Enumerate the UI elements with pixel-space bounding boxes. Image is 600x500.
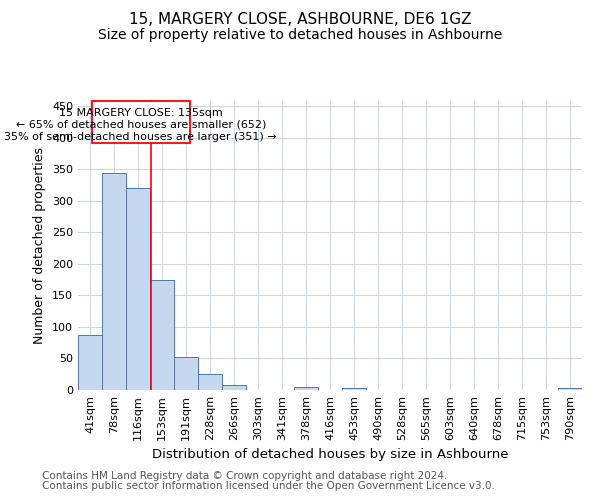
Text: ← 65% of detached houses are smaller (652): ← 65% of detached houses are smaller (65…	[16, 120, 266, 130]
Bar	[222, 385, 246, 390]
Bar	[342, 388, 366, 390]
Bar	[174, 357, 198, 390]
Bar	[102, 173, 126, 390]
Bar	[78, 334, 102, 390]
Text: 35% of semi-detached houses are larger (351) →: 35% of semi-detached houses are larger (…	[4, 132, 277, 142]
Text: 15, MARGERY CLOSE, ASHBOURNE, DE6 1GZ: 15, MARGERY CLOSE, ASHBOURNE, DE6 1GZ	[129, 12, 471, 28]
Y-axis label: Number of detached properties: Number of detached properties	[34, 146, 46, 344]
Bar	[198, 374, 222, 390]
Text: 15 MARGERY CLOSE: 135sqm: 15 MARGERY CLOSE: 135sqm	[59, 108, 223, 118]
Text: Contains public sector information licensed under the Open Government Licence v3: Contains public sector information licen…	[42, 481, 495, 491]
Bar	[92, 102, 190, 143]
Bar	[558, 388, 582, 390]
Bar	[150, 280, 174, 390]
Bar	[126, 188, 150, 390]
X-axis label: Distribution of detached houses by size in Ashbourne: Distribution of detached houses by size …	[152, 448, 508, 462]
Text: Size of property relative to detached houses in Ashbourne: Size of property relative to detached ho…	[98, 28, 502, 42]
Bar	[294, 387, 318, 390]
Text: Contains HM Land Registry data © Crown copyright and database right 2024.: Contains HM Land Registry data © Crown c…	[42, 471, 448, 481]
